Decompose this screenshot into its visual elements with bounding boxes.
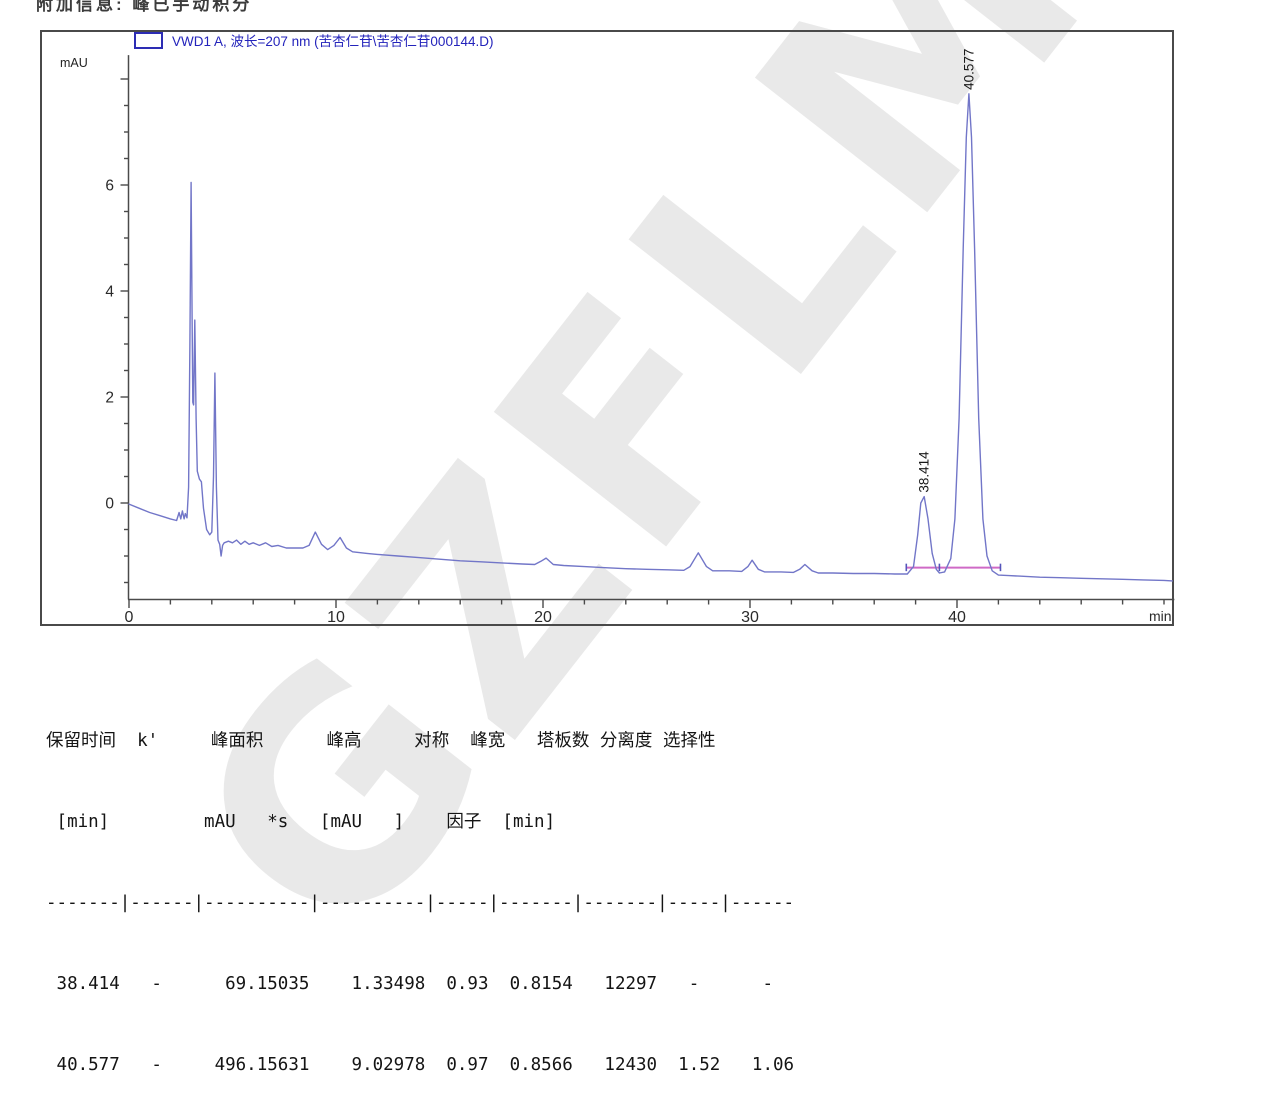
x-tick-label: 0: [125, 609, 134, 626]
x-axis-unit-label: min: [1149, 608, 1172, 624]
peak-label: 38.414: [917, 451, 932, 493]
x-tick-label: 40: [948, 609, 966, 626]
table-separator: -------|------|----------|----------|---…: [46, 893, 795, 913]
chromatogram-frame: [40, 30, 1174, 626]
chromatogram-plot: 0 2 4 6 0 10 20 30 40 min 38.414 40.577: [105, 49, 1175, 626]
additional-info-line: 附加信息: 峰已手动积分: [36, 0, 253, 14]
x-tick-label: 20: [534, 609, 552, 626]
y-tick-label: 2: [105, 390, 114, 407]
table-row: 40.577 - 496.15631 9.02978 0.97 0.8566 1…: [46, 1055, 795, 1075]
legend-label: VWD1 A, 波长=207 nm (苦杏仁苷\苦杏仁苷000144.D): [172, 34, 494, 49]
y-tick-label: 4: [105, 284, 114, 301]
table-row: 38.414 - 69.15035 1.33498 0.93 0.8154 12…: [46, 974, 773, 994]
y-tick-label: 0: [105, 496, 114, 513]
peak-label: 40.577: [961, 49, 976, 90]
table-header-row2: [min] mAU *s [mAU ] 因子 [min]: [46, 812, 556, 832]
table-header-row1: 保留时间 k' 峰面积 峰高 对称 峰宽 塔板数 分离度 选择性: [46, 731, 716, 751]
x-tick-label: 30: [741, 609, 759, 626]
peak-results-table: 保留时间 k' 峰面积 峰高 对称 峰宽 塔板数 分离度 选择性 [min] m…: [46, 674, 794, 1106]
legend-checkbox: [134, 32, 163, 49]
y-tick-label: 6: [105, 178, 114, 195]
trace-path: [128, 93, 1174, 582]
x-tick-label: 10: [327, 609, 345, 626]
y-axis-unit-label: mAU: [60, 56, 88, 70]
